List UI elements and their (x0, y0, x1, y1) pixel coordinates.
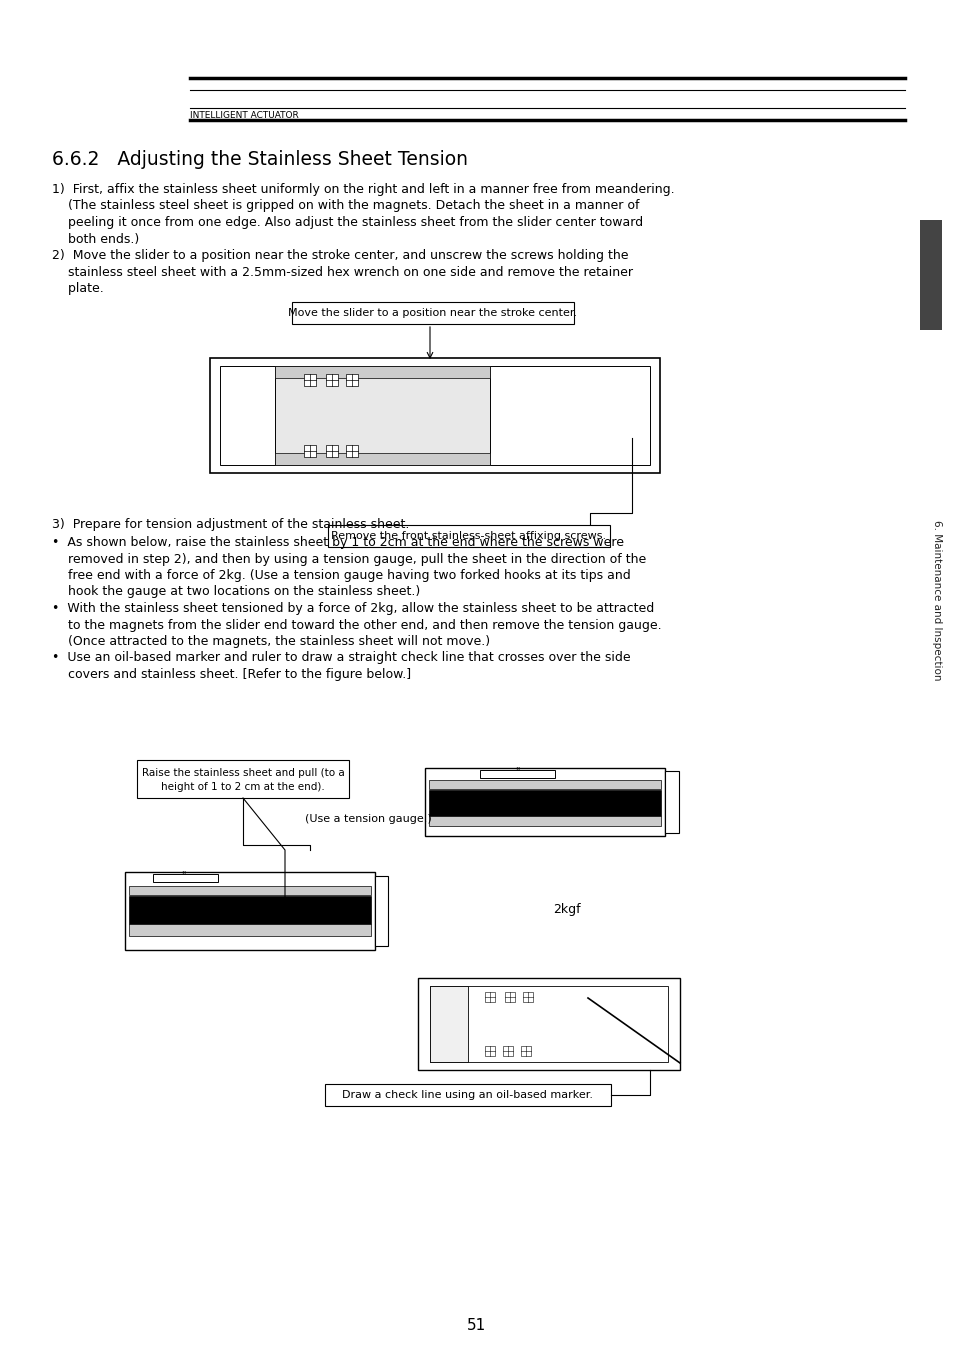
Bar (919, 220, 941, 329)
Text: (Use a tension gauge.): (Use a tension gauge.) (305, 814, 432, 824)
Text: ": " (180, 869, 185, 880)
Text: •  As shown below, raise the stainless sheet by 1 to 2cm at the end where the sc: • As shown below, raise the stainless sh… (52, 536, 623, 549)
Bar (502, 1046, 513, 1056)
Circle shape (652, 999, 662, 1008)
Bar (430, 986, 468, 1062)
Text: 3)  Prepare for tension adjustment of the stainless sheet.: 3) Prepare for tension adjustment of the… (52, 518, 409, 531)
Bar (274, 366, 490, 378)
Text: 2kgf: 2kgf (444, 798, 472, 811)
Text: Remove the front stainless-sheet affixing screws.: Remove the front stainless-sheet affixin… (331, 531, 606, 541)
Text: Move the slider to a position near the stroke center.: Move the slider to a position near the s… (288, 308, 577, 319)
Bar (325, 1084, 610, 1106)
Bar (292, 302, 574, 324)
Bar (125, 872, 375, 950)
Bar (375, 876, 388, 946)
Circle shape (626, 392, 637, 401)
Bar (137, 760, 349, 798)
Text: 2kgf: 2kgf (553, 903, 580, 917)
Polygon shape (100, 73, 130, 128)
Bar (127, 103, 135, 108)
Bar (429, 780, 660, 788)
Text: removed in step 2), and then by using a tension gauge, pull the sheet in the dir: removed in step 2), and then by using a … (52, 552, 645, 566)
Bar (484, 992, 495, 1002)
Text: (Once attracted to the magnets, the stainless sheet will not move.): (Once attracted to the magnets, the stai… (52, 634, 490, 648)
Text: INTELLIGENT ACTUATOR: INTELLIGENT ACTUATOR (190, 111, 298, 120)
Bar (484, 1046, 495, 1056)
Bar (220, 366, 649, 464)
Bar (430, 986, 667, 1062)
Circle shape (234, 436, 241, 444)
Bar (504, 992, 515, 1002)
Text: 1)  First, affix the stainless sheet uniformly on the right and left in a manner: 1) First, affix the stainless sheet unif… (52, 184, 674, 196)
Bar (479, 769, 555, 778)
Bar (210, 358, 659, 472)
Circle shape (230, 432, 246, 448)
Bar (346, 446, 357, 458)
Bar (522, 992, 533, 1002)
Text: ": " (515, 765, 518, 776)
Polygon shape (392, 892, 456, 927)
Text: covers and stainless sheet. [Refer to the figure below.]: covers and stainless sheet. [Refer to th… (52, 668, 411, 680)
Bar (520, 1046, 531, 1056)
Bar (664, 771, 679, 833)
Text: Raise the stainless sheet and pull (to a: Raise the stainless sheet and pull (to a (141, 768, 344, 778)
Bar (129, 896, 371, 923)
Circle shape (626, 433, 637, 443)
Text: to the magnets from the slider end toward the other end, and then remove the ten: to the magnets from the slider end towar… (52, 618, 661, 632)
Bar (429, 790, 660, 815)
Bar (326, 446, 337, 458)
Text: (The stainless steel sheet is gripped on with the magnets. Detach the sheet in a: (The stainless steel sheet is gripped on… (52, 200, 639, 212)
Polygon shape (370, 795, 439, 815)
Bar (429, 815, 660, 826)
Text: peeling it once from one edge. Also adjust the stainless sheet from the slider c: peeling it once from one edge. Also adju… (52, 216, 642, 230)
Circle shape (230, 382, 246, 398)
Text: 51: 51 (467, 1318, 486, 1332)
Text: plate.: plate. (52, 282, 104, 296)
Bar (304, 446, 315, 458)
Text: stainless steel sheet with a 2.5mm-sized hex wrench on one side and remove the r: stainless steel sheet with a 2.5mm-sized… (52, 266, 633, 278)
Bar (152, 873, 218, 882)
Bar (417, 977, 679, 1071)
Text: •  With the stainless sheet tensioned by a force of 2kg, allow the stainless she: • With the stainless sheet tensioned by … (52, 602, 654, 616)
Bar (346, 374, 357, 386)
Text: 2)  Move the slider to a position near the stroke center, and unscrew the screws: 2) Move the slider to a position near th… (52, 248, 628, 262)
Bar (129, 923, 371, 936)
Text: both ends.): both ends.) (52, 232, 139, 246)
Bar (304, 374, 315, 386)
Bar (326, 374, 337, 386)
Polygon shape (108, 73, 154, 128)
Text: •  Use an oil-based marker and ruler to draw a straight check line that crosses : • Use an oil-based marker and ruler to d… (52, 652, 630, 664)
Bar (424, 768, 664, 836)
Circle shape (652, 1040, 662, 1049)
Text: 6.6.2   Adjusting the Stainless Sheet Tension: 6.6.2 Adjusting the Stainless Sheet Tens… (52, 150, 468, 169)
Bar (274, 366, 490, 464)
Text: Draw a check line using an oil-based marker.: Draw a check line using an oil-based mar… (342, 1089, 593, 1100)
Text: 6. Maintenance and Inspection: 6. Maintenance and Inspection (931, 520, 941, 680)
Polygon shape (475, 900, 546, 919)
Text: hook the gauge at two locations on the stainless sheet.): hook the gauge at two locations on the s… (52, 586, 420, 598)
Bar (328, 525, 609, 547)
Circle shape (234, 386, 241, 393)
Bar (274, 454, 490, 464)
Bar (129, 886, 371, 895)
Text: free end with a force of 2kg. (Use a tension gauge having two forked hooks at it: free end with a force of 2kg. (Use a ten… (52, 568, 630, 582)
Text: height of 1 to 2 cm at the end).: height of 1 to 2 cm at the end). (161, 782, 325, 792)
